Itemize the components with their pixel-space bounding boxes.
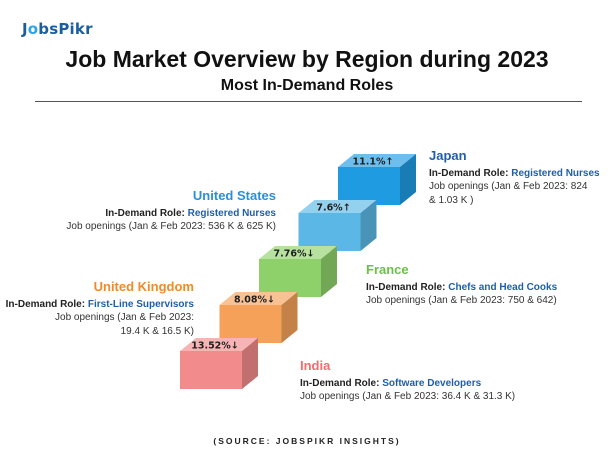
openings-india: Job openings (Jan & Feb 2023: 36.4 K & 3… [300,391,516,403]
source-note: (SOURCE: JOBSPIKR INSIGHTS) [213,436,401,446]
region-name-france: France [366,262,409,277]
chart-subtitle: Most In-Demand Roles [220,77,394,94]
chart-title: Job Market Overview by Region during 202… [65,46,549,72]
cube-side-face [321,246,337,297]
cube-side-face [400,154,416,205]
role-line-united-states: In-Demand Role: Registered Nurses [105,207,276,219]
role-line-united-kingdom: In-Demand Role: First-Line Supervisors [5,298,194,310]
change-label: 8.08%↓ [234,295,275,306]
region-name-india: India [300,358,331,373]
region-name-japan: Japan [429,148,467,163]
region-france: France In-Demand Role: Chefs and Head Co… [366,261,557,308]
cube-side-face [242,338,258,389]
role-line-japan: In-Demand Role: Registered Nurses [429,167,600,179]
cube-india: 13.52%↓ [180,338,258,389]
cube-front-face [259,259,321,297]
region-name-united-kingdom: United Kingdom [93,279,194,294]
role-united-kingdom: First-Line Supervisors [87,298,194,310]
role-united-states: Registered Nurses [187,207,276,219]
cube-japan: 11.1%↑ [338,154,416,205]
openings-united-states: Job openings (Jan & Feb 2023: 536 K & 62… [66,221,276,233]
region-name-united-states: United States [192,188,276,203]
role-india: Software Developers [382,377,482,389]
role-line-india: In-Demand Role: Software Developers [300,377,482,389]
cube-top-face [338,154,416,167]
cube-united-states: 7.6%↑ [298,200,377,251]
title-divider [35,101,582,102]
change-label: 7.6%↑ [316,203,350,214]
region-united-kingdom: United Kingdom In-Demand Role: First-Lin… [6,278,194,338]
cube-top-face [298,200,377,213]
cube-front-face [298,213,361,251]
change-label: 7.76%↓ [274,249,315,260]
cube-top-face [259,246,337,259]
openings-united-kingdom: Job openings (Jan & Feb 2023: 19.4 K & 16… [55,312,194,337]
cube-france: 7.76%↓ [259,246,337,297]
cube-side-face [360,200,377,251]
cube-united-kingdom: 8.08%↓ [219,292,298,343]
cube-side-face [281,292,298,343]
cube-front-face [338,167,400,205]
cube-front-face [219,305,282,343]
openings-france: Job openings (Jan & Feb 2023: 750 & 642) [366,295,557,307]
change-label: 11.1%↑ [353,157,394,168]
region-united-states: United States In-Demand Role: Registered… [66,187,276,234]
role-japan: Registered Nurses [511,167,600,179]
role-france: Chefs and Head Cooks [448,281,558,293]
cube-top-face [219,292,298,305]
region-india: India In-Demand Role: Software Developer… [300,357,515,404]
role-line-france: In-Demand Role: Chefs and Head Cooks [366,281,558,293]
cube-front-face [180,351,242,389]
jobspikr-logo: JobsPikr [22,20,93,38]
openings-japan: Job openings (Jan & Feb 2023: 824 & 1.03 … [429,181,588,206]
cube-top-face [180,338,258,351]
region-japan: Japan In-Demand Role: Registered Nurses … [429,147,600,207]
change-label: 13.52%↓ [191,341,239,352]
